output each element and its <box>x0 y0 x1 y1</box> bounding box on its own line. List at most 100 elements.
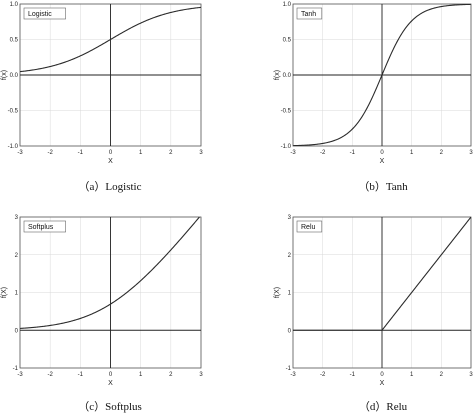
x-tick-label: 2 <box>440 372 444 378</box>
data-point <box>95 312 96 313</box>
data-point <box>140 280 141 281</box>
x-tick-label: 0 <box>380 150 384 156</box>
x-axis-label: X <box>380 380 385 387</box>
data-point <box>50 66 51 67</box>
data-point <box>381 74 382 75</box>
panel-caption: （a）Logistic <box>79 180 142 193</box>
y-tick-label: -1.0 <box>281 144 292 150</box>
data-point <box>65 322 66 323</box>
data-point <box>155 265 156 266</box>
y-tick-label: 3 <box>15 215 19 221</box>
data-point <box>396 42 397 43</box>
x-tick-label: 1 <box>139 150 143 156</box>
data-point <box>110 39 111 40</box>
x-tick-label: 1 <box>139 372 143 378</box>
data-point <box>367 107 368 108</box>
data-point <box>19 71 20 72</box>
x-axis-label: X <box>380 158 385 165</box>
data-point <box>200 215 201 216</box>
y-tick-label: 3 <box>288 215 292 221</box>
series-line-relu <box>293 217 471 331</box>
x-tick-label: 2 <box>169 372 173 378</box>
data-point <box>292 330 293 331</box>
data-point <box>322 143 323 144</box>
x-tick-label: -1 <box>350 372 356 378</box>
x-tick-label: -2 <box>320 150 326 156</box>
y-axis-label: f(X) <box>1 287 8 298</box>
x-tick-label: 0 <box>109 372 113 378</box>
data-point <box>337 139 338 140</box>
x-tick-label: -1 <box>78 372 84 378</box>
x-tick-label: 2 <box>169 150 173 156</box>
data-point <box>456 4 457 5</box>
x-tick-label: 2 <box>440 150 444 156</box>
x-tick-label: -2 <box>47 150 53 156</box>
y-tick-label: -1 <box>286 366 292 372</box>
series-line-softplus <box>20 217 201 329</box>
data-point <box>185 9 186 10</box>
chart-panel-softplus: -3 -2 -1 0 1 2 3 -1 0 1 2 3 Xf(X) Softplus （c）Softplus <box>1 215 203 413</box>
y-axis-label: f(X) <box>274 287 281 298</box>
data-point <box>352 129 353 130</box>
data-point <box>34 69 35 70</box>
y-tick-label: 0.0 <box>283 73 292 79</box>
y-tick-label: 0 <box>15 328 19 334</box>
data-point <box>322 330 323 331</box>
chart-panel-tanh: -3 -2 -1 0 1 2 3 -1.0 -0.5 0.0 0.5 1.0 Xf(x) Tanh （b）T… <box>274 2 473 193</box>
series-line-logistic <box>20 6 201 73</box>
data-point <box>125 293 126 294</box>
legend-label: Softplus <box>28 224 54 231</box>
data-point <box>125 30 126 31</box>
data-point <box>411 20 412 21</box>
data-point <box>426 10 427 11</box>
y-tick-label: -0.5 <box>8 109 19 115</box>
panel-caption: （b）Tanh <box>358 180 408 193</box>
y-tick-label: 0.0 <box>10 73 19 79</box>
data-point <box>65 61 66 62</box>
data-point <box>292 145 293 146</box>
x-tick-label: -1 <box>78 150 84 156</box>
y-tick-label: -1 <box>13 366 19 372</box>
y-tick-label: 0.5 <box>283 38 292 44</box>
data-point <box>470 4 471 5</box>
x-tick-label: -2 <box>320 372 326 378</box>
data-point <box>110 303 111 304</box>
x-tick-label: 0 <box>109 150 113 156</box>
y-tick-label: 1 <box>288 291 292 297</box>
series-line-tanh <box>293 4 471 146</box>
y-tick-label: 0.5 <box>10 38 19 44</box>
data-point <box>441 254 442 255</box>
data-point <box>381 330 382 331</box>
data-point <box>352 330 353 331</box>
y-tick-label: 2 <box>288 253 292 259</box>
x-tick-label: -3 <box>290 372 296 378</box>
x-tick-label: 1 <box>410 150 414 156</box>
x-tick-label: -1 <box>350 150 356 156</box>
x-tick-label: -3 <box>17 150 23 156</box>
legend-label: Tanh <box>301 11 316 18</box>
y-tick-label: 0 <box>288 328 292 334</box>
panel-caption: （d）Relu <box>359 400 408 413</box>
data-point <box>307 144 308 145</box>
data-point <box>95 48 96 49</box>
x-axis-label: X <box>108 380 113 387</box>
x-tick-label: 3 <box>199 150 203 156</box>
data-point <box>34 327 35 328</box>
data-point <box>155 16 156 17</box>
data-point <box>170 12 171 13</box>
data-point <box>50 325 51 326</box>
x-axis-label: X <box>108 158 113 165</box>
data-point <box>185 232 186 233</box>
y-tick-label: 1 <box>15 291 19 297</box>
legend-label: Relu <box>301 224 316 231</box>
chart-panel-logistic: -3 -2 -1 0 1 2 3 -1.0 -0.5 0.0 0.5 1.0 Xf(x) Logistic… <box>1 2 203 193</box>
x-tick-label: -3 <box>17 372 23 378</box>
data-point <box>80 55 81 56</box>
x-tick-label: 0 <box>380 372 384 378</box>
panel-caption: （c）Softplus <box>78 400 142 413</box>
x-tick-label: 3 <box>469 150 473 156</box>
data-point <box>80 318 81 319</box>
data-point <box>19 328 20 329</box>
data-point <box>411 292 412 293</box>
